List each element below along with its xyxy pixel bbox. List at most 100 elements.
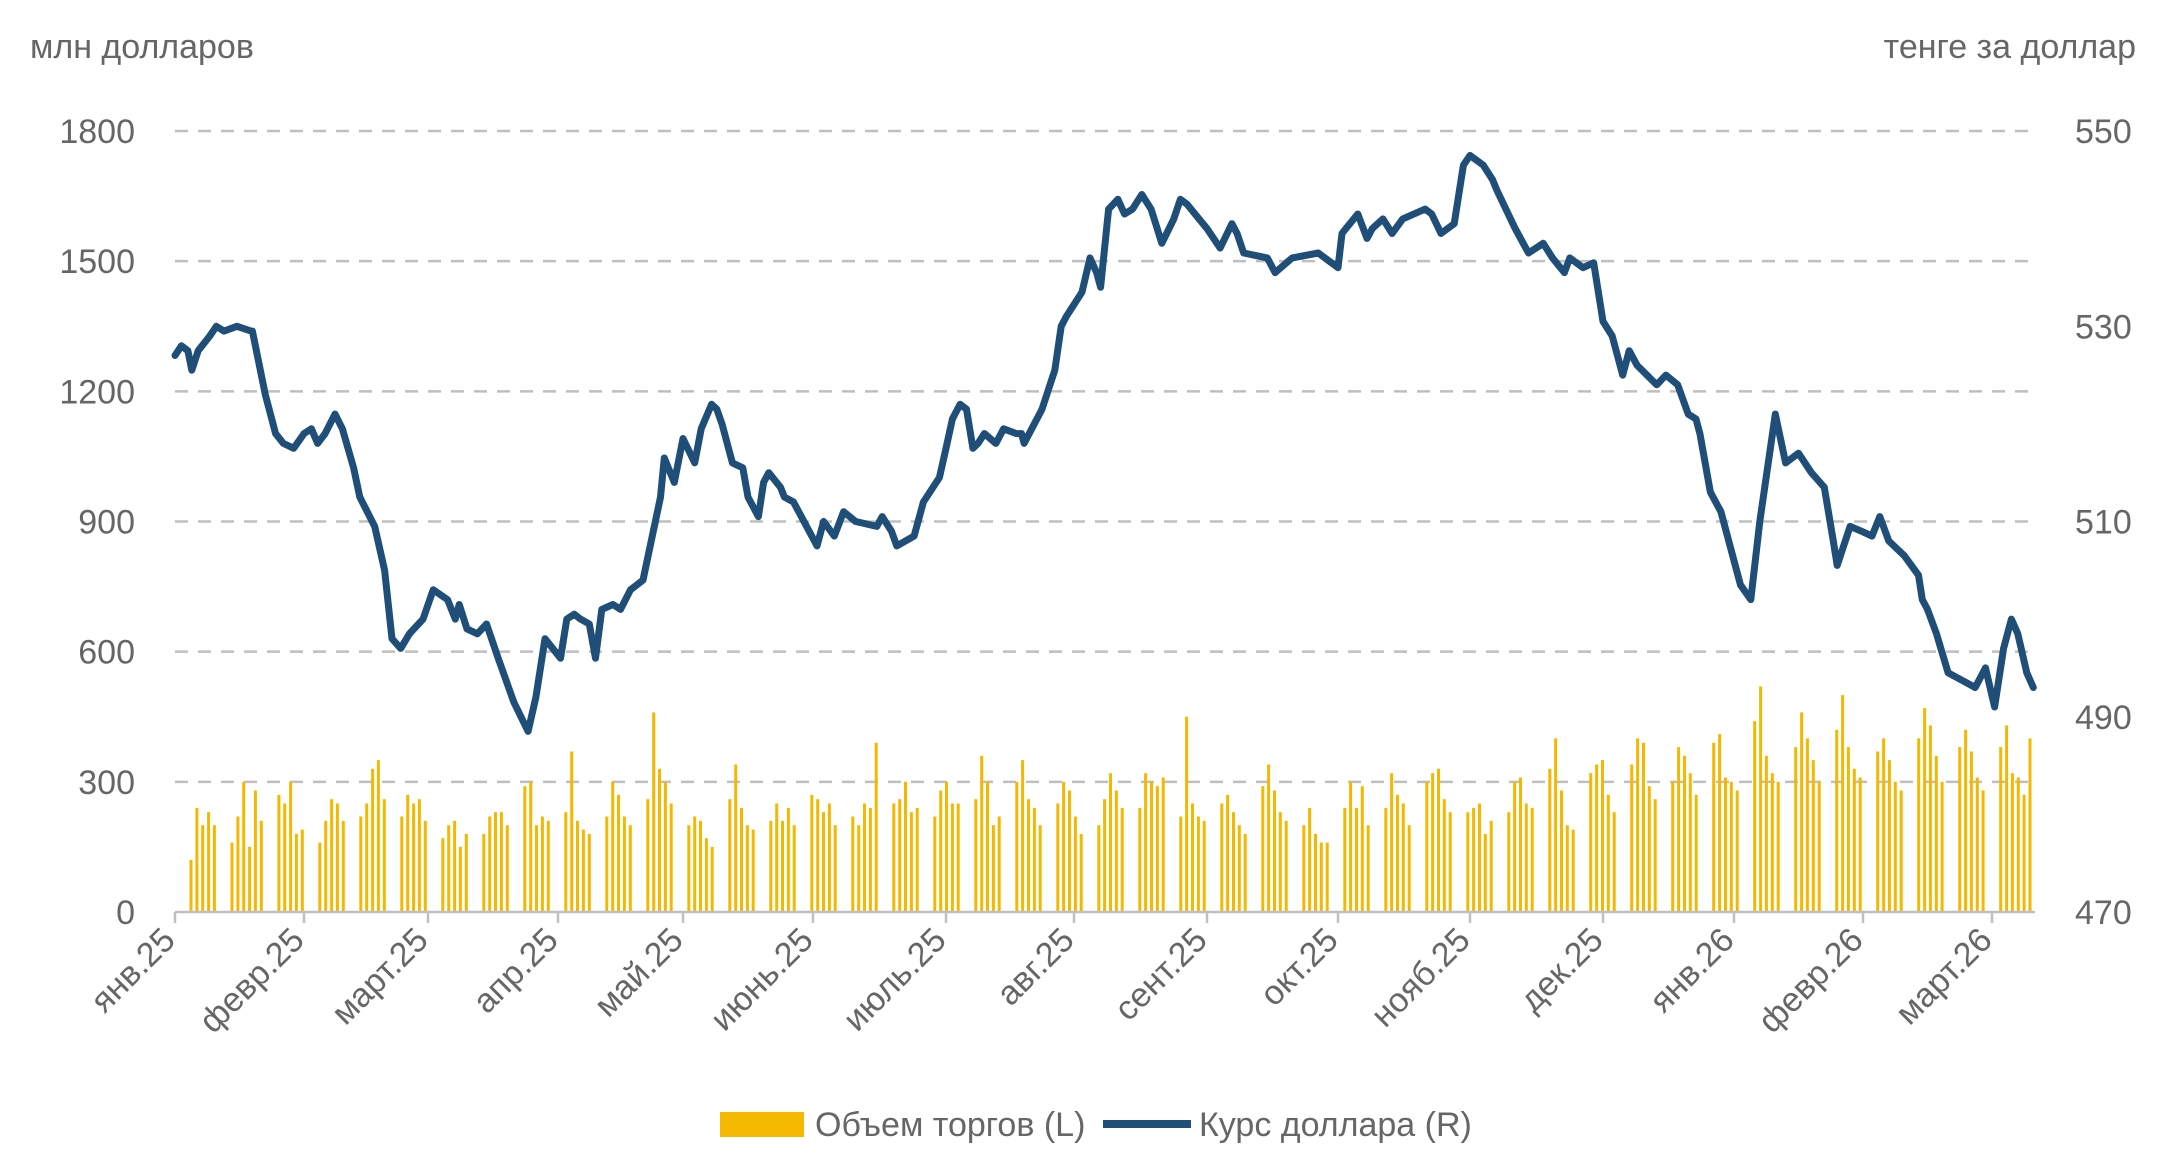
volume-bar [950,803,954,912]
volume-bar [863,803,866,912]
volume-bar [1694,794,1698,912]
volume-bar [1934,755,1938,912]
volume-bar [494,812,497,912]
volume-bar [464,833,468,912]
volume-bar [1021,760,1025,912]
volume-bar [1729,781,1733,912]
volume-bar [939,790,943,912]
volume-bar [1448,812,1452,912]
volume-bar [587,833,591,912]
volume-bar [277,794,281,912]
volume-bar [482,833,486,912]
volume-bar [810,794,814,912]
x-tick-label: февр.26 [1751,921,1871,1041]
legend-label-rate: Курс доллара (R) [1199,1106,1472,1144]
volume-bar [1794,747,1798,912]
volume-bar [458,846,462,912]
volume-bar [2022,794,2026,912]
volume-bar [1401,803,1405,912]
volume-bar [1776,781,1780,912]
volume-bar [775,803,779,912]
volume-bar [1155,786,1159,912]
volume-bar [1068,790,1071,912]
volume-bar [1764,755,1768,912]
volume-bar [540,816,544,912]
volume-bar [652,712,656,912]
x-tick-label: окт.25 [1253,921,1346,1014]
volume-bar [1109,773,1112,912]
volume-bar [417,799,421,912]
volume-bar [1513,781,1517,912]
volume-bar [546,820,550,912]
volume-bar [1431,773,1435,912]
volume-bar [781,820,784,912]
volume-bar [207,812,211,912]
volume-bar [945,781,948,912]
volume-bar [663,781,667,912]
volume-bar [2016,777,2020,912]
volume-bar [499,812,503,912]
volume-bar [1097,825,1101,912]
volume-bar [822,812,825,912]
volume-bar [792,825,796,912]
volume-bar [1319,842,1323,912]
x-tick-label: март.26 [1888,921,1999,1032]
volume-bar [236,816,240,912]
volume-bar [1858,777,1862,912]
volume-bar [1642,742,1645,912]
volume-bar [1396,794,1399,912]
volume-bar [1999,747,2003,912]
y-left-tick-label: 1800 [59,113,135,151]
volume-bar [1073,816,1077,912]
volume-bar [745,825,749,912]
y-right-tick-label: 550 [2075,113,2132,151]
volume-bar [1677,747,1681,912]
volume-bar [1688,773,1692,912]
x-tick-label: июнь.25 [703,921,821,1039]
volume-bar [1917,738,1921,912]
volume-bar [1595,764,1599,912]
volume-bar [1753,721,1757,912]
x-tick-label: март.25 [324,921,435,1032]
volume-bar [1144,773,1148,912]
y-left-tick-label: 1500 [59,243,135,281]
volume-bar [400,816,404,912]
volume-bar [1062,781,1066,912]
volume-bar [1472,807,1476,912]
volume-bar [704,838,708,912]
volume-bar [1811,760,1815,912]
volume-bar [423,820,427,912]
volume-bar [1302,825,1306,912]
volume-bar [1038,825,1042,912]
y-axis-left-title: млн долларов [30,28,254,66]
volume-bar [1366,825,1370,912]
volume-bar [1384,807,1388,912]
volume-bar [851,816,855,912]
volume-bar [1636,738,1640,912]
volume-bar [535,825,538,912]
volume-bar [1530,807,1534,912]
volume-bar [1478,803,1481,912]
volume-bar [1032,807,1036,912]
volume-bar [1712,742,1716,912]
volume-bar [974,799,978,912]
volume-bar [570,751,574,912]
volume-bar [751,829,755,912]
volume-bar [956,803,960,912]
y-right-tick-label: 470 [2075,894,2132,932]
volume-bar [1882,738,1886,912]
x-axis-ticks [173,912,1994,923]
volume-bar [1103,799,1107,912]
y-right-tick-label: 510 [2075,504,2132,542]
volume-bar [1120,807,1124,912]
y-axis-right-title: тенге за доллар [1884,28,2136,66]
volume-bar [857,825,861,912]
volume-bar [529,781,533,912]
volume-bar [1407,825,1411,912]
volume-bar [1308,807,1312,912]
volume-bar [1940,781,1944,912]
volume-bar [523,786,527,912]
volume-bar [1273,790,1276,912]
volume-bar [1846,747,1850,912]
